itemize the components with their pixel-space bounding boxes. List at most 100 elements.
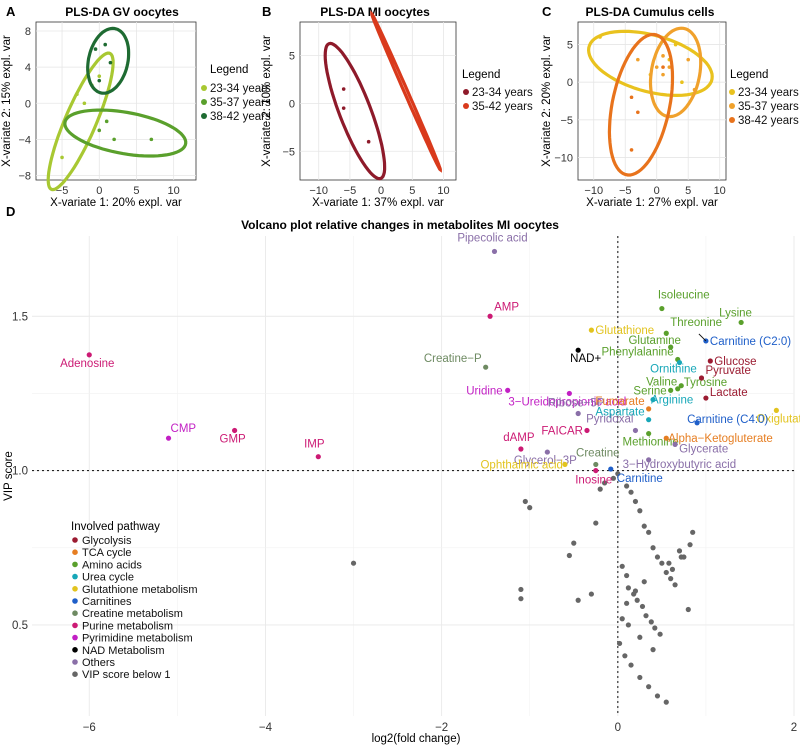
sample-point [82, 101, 87, 106]
panel-d-ticks: −6 −4 −2 0 2 0.5 1.0 1.5 [12, 311, 797, 734]
below-threshold-point [625, 622, 631, 628]
panel-d: D Volcano plot relative changes in metab… [3, 204, 800, 745]
sample-point [149, 137, 154, 142]
below-threshold-point [690, 529, 696, 535]
metabolite-label: Uridine [466, 385, 502, 397]
legend-swatch-amino [72, 561, 78, 568]
below-threshold-point [622, 653, 628, 659]
legend-swatch-urea [72, 573, 78, 580]
panel-a-label: A [6, 4, 16, 19]
below-threshold-point [666, 560, 672, 566]
ellipse-23-34-years [586, 29, 714, 98]
legend-label-other: Others [82, 657, 116, 669]
legend-label: 23-34 years [472, 87, 533, 99]
below-threshold-point [676, 548, 683, 554]
legend-label: 35-42 years [472, 101, 533, 113]
y-tick-label: −8 [18, 170, 31, 182]
metabolite-label: Tyrosine [684, 377, 727, 389]
panel-a-xlabel: X-variate 1: 20% expl. var [50, 197, 182, 209]
below-threshold-point [648, 619, 654, 625]
metabolite-label: Phenylalanine [601, 346, 673, 358]
below-threshold-point [637, 508, 643, 514]
ellipse-35-42-years [370, 10, 442, 173]
panel-c-legend: 23-34 years 35-37 years 38-42 years [729, 87, 799, 127]
metabolite-point-fumarate [646, 406, 652, 412]
x-tick-label: −5 [619, 185, 632, 197]
legend-swatch-nad [72, 647, 78, 653]
metabolite-point-ophthalmic-acid [562, 461, 568, 468]
metabolite-label: Serine [633, 385, 666, 397]
legend-swatch-gluta [72, 586, 78, 592]
below-threshold-point [669, 566, 676, 572]
metabolite-label: Arginine [651, 395, 693, 407]
panel-a: A PLS-DA GV oocytes −5 0 5 10 −8 −4 0 4 8 X-vari… [1, 4, 271, 209]
y-tick-label: −10 [554, 152, 573, 164]
sample-point [667, 65, 672, 69]
metabolite-point-ribose-5p [575, 410, 581, 417]
below-threshold-point [615, 471, 621, 477]
below-threshold-point [650, 647, 656, 653]
y-tick-label: 5 [567, 40, 573, 52]
metabolite-label: Alpha−Ketogluterate [668, 433, 773, 445]
metabolite-point-glycerol-3p [544, 449, 550, 455]
legend-swatch [729, 117, 735, 123]
metabolite-point-aspartate [646, 417, 652, 423]
legend-swatch-glyc [72, 537, 78, 543]
legend-label-tca: TCA cycle [82, 547, 132, 559]
below-threshold-point [350, 560, 357, 566]
sample-point [112, 137, 116, 142]
sample-point [60, 155, 64, 160]
metabolite-point-methionine [646, 430, 652, 437]
panel-d-title: Volcano plot relative changes in metabol… [241, 218, 559, 232]
below-threshold-point [685, 606, 691, 613]
legend-label-urea: Urea cycle [82, 572, 134, 584]
metabolite-point-oxiglutathione [773, 407, 779, 414]
metabolite-point-creatine [593, 461, 599, 468]
metabolite-point-alpha-ketogluterate [663, 435, 669, 441]
y-tick-label: 5 [289, 51, 295, 63]
below-threshold-point [522, 498, 528, 505]
sample-point [93, 47, 98, 51]
metabolite-label: Valine [646, 377, 677, 389]
metabolite-label: Creatine [576, 447, 619, 459]
metabolite-label: Pyridoxal [586, 413, 633, 425]
panel-a-plot-area [35, 21, 197, 181]
metabolite-point-faicar [584, 427, 590, 434]
sample-point [341, 87, 346, 91]
below-threshold-point [672, 582, 678, 588]
sample-point [636, 57, 640, 62]
sample-point [661, 72, 665, 77]
metabolite-label: CMP [171, 423, 197, 435]
panel-b-legend-title: Legend [462, 69, 500, 81]
metabolite-label: Ribose−5P [548, 397, 605, 409]
sample-point [75, 92, 79, 97]
metabolite-label: 3−Hydroxybutyric acid [623, 459, 736, 471]
x-tick-label: 10 [437, 185, 449, 197]
below-threshold-point [641, 523, 647, 529]
metabolite-label: Lysine [719, 307, 752, 319]
x-tick-label: 10 [714, 185, 726, 197]
below-threshold-point [632, 588, 639, 594]
panel-a-title: PLS-DA GV oocytes [65, 5, 179, 19]
below-threshold-point [654, 693, 661, 699]
below-threshold-point [646, 684, 652, 690]
metabolite-label: IMP [304, 439, 325, 451]
legend-swatch-pyrim [72, 634, 78, 641]
y-tick-label: −4 [18, 134, 31, 146]
x-tick-label: 5 [685, 185, 691, 197]
below-threshold-point [619, 616, 625, 622]
below-threshold-point [637, 634, 643, 640]
metabolite-label: Glucose [714, 356, 756, 368]
panel-d-xlabel: log2(fold change) [372, 733, 461, 745]
below-threshold-point [637, 674, 643, 681]
below-threshold-point [619, 563, 625, 569]
x-tick-label: 10 [168, 185, 180, 197]
legend-label-glyc: Glycolysis [82, 535, 132, 547]
metabolite-label: Carnitine (C4:0) [687, 414, 768, 426]
sample-point [661, 54, 665, 58]
below-threshold-point [643, 613, 649, 619]
metabolite-label: Glutamine [628, 335, 680, 347]
panel-d-ylabel: VIP score [3, 451, 15, 501]
metabolite-point-nad- [575, 347, 581, 353]
